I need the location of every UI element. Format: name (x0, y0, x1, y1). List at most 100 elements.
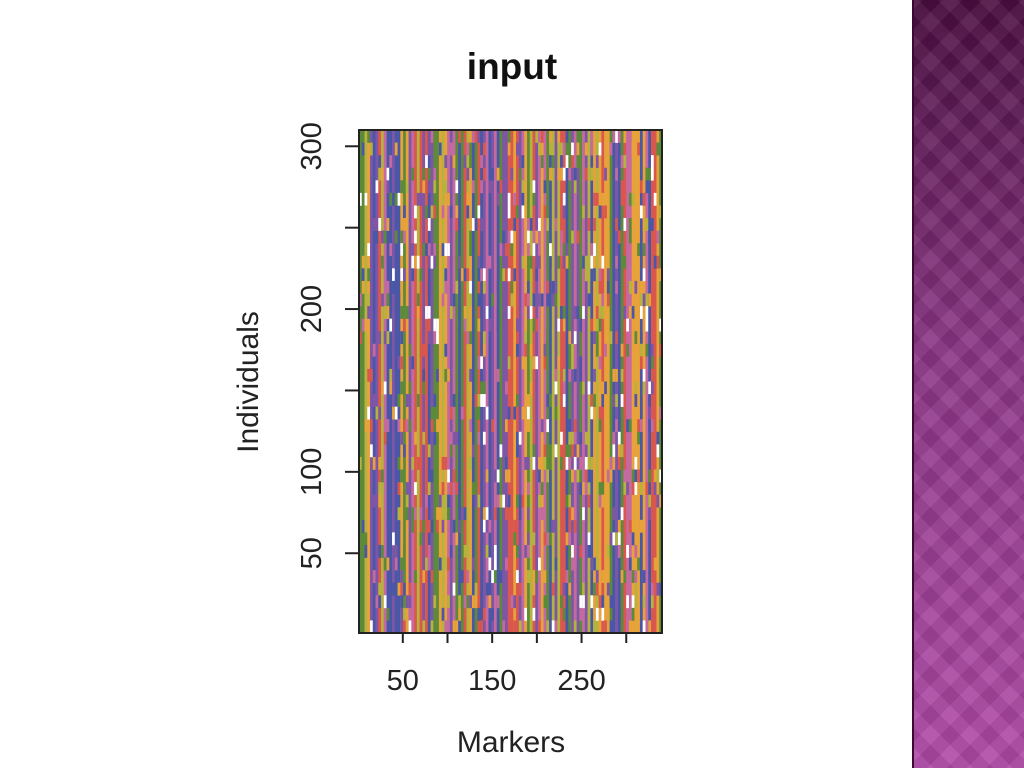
genotype-cell (590, 280, 594, 294)
marker-column (449, 130, 453, 633)
genotype-cell (474, 218, 478, 231)
genotype-cell (620, 368, 624, 382)
genotype-cell (571, 356, 575, 370)
genotype-cell (656, 180, 660, 194)
genotype-cell (617, 444, 621, 458)
genotype-cell (449, 255, 453, 269)
genotype-cell (480, 180, 484, 194)
genotype-cell (400, 243, 404, 257)
marker-column (364, 130, 368, 633)
genotype-cell (604, 394, 608, 407)
genotype-cell (419, 331, 423, 345)
marker-column (411, 130, 415, 633)
genotype-cell (650, 595, 655, 609)
genotype-cell (389, 318, 393, 332)
genotype-cell (383, 306, 387, 319)
genotype-cell (648, 406, 652, 420)
genotype-cell (466, 192, 470, 206)
genotype-cell (477, 255, 481, 269)
marker-column (584, 130, 588, 633)
genotype-cell (425, 482, 429, 495)
genotype-cell (493, 343, 498, 357)
genotype-cell (549, 456, 553, 470)
genotype-cell (364, 532, 368, 546)
genotype-cell (422, 519, 426, 533)
genotype-cell (474, 130, 478, 143)
genotype-cell (372, 130, 376, 143)
genotype-cell (427, 218, 431, 231)
genotype-cell (513, 532, 517, 546)
marker-column (455, 130, 459, 633)
genotype-cell (433, 394, 437, 407)
genotype-cell (549, 142, 553, 156)
genotype-cell (403, 544, 407, 558)
genotype-cell (554, 381, 558, 395)
genotype-cell (546, 394, 550, 407)
marker-column (416, 130, 420, 633)
genotype-cell (617, 544, 621, 558)
genotype-cell (397, 419, 401, 433)
genotype-cell (381, 293, 385, 307)
genotype-cell (419, 507, 423, 521)
genotype-cell (573, 167, 577, 181)
genotype-cell (496, 192, 500, 206)
genotype-cell (540, 155, 544, 169)
genotype-cell (612, 507, 616, 521)
genotype-cell (623, 155, 627, 169)
genotype-cell (557, 318, 561, 332)
genotype-cell (535, 318, 539, 332)
genotype-cell (370, 368, 374, 382)
genotype-cell (639, 343, 644, 357)
genotype-cell (414, 507, 418, 521)
genotype-cell (579, 482, 583, 495)
genotype-cell (463, 268, 467, 282)
genotype-cell (527, 456, 531, 470)
genotype-cell (584, 431, 588, 445)
genotype-cell (471, 218, 475, 231)
genotype-cell (460, 570, 464, 584)
genotype-cell (359, 456, 363, 470)
genotype-cell (650, 381, 655, 395)
genotype-cell (568, 167, 572, 181)
genotype-cell (375, 180, 379, 194)
genotype-cell (527, 482, 531, 495)
genotype-cell (521, 192, 525, 206)
genotype-cell (502, 230, 506, 244)
marker-column (361, 130, 365, 633)
genotype-cell (642, 243, 646, 257)
genotype-cell (527, 293, 531, 307)
genotype-cell (422, 167, 426, 181)
genotype-cell (485, 469, 489, 483)
genotype-cell (631, 570, 635, 584)
genotype-cell (493, 557, 498, 571)
genotype-cell (414, 570, 418, 584)
genotype-cell (623, 456, 627, 470)
genotype-cell (477, 356, 481, 370)
genotype-cell (491, 293, 495, 307)
genotype-cell (653, 343, 657, 357)
genotype-cell (466, 368, 470, 382)
genotype-cell (532, 456, 536, 470)
genotype-cell (452, 469, 456, 483)
genotype-cell (414, 255, 418, 269)
genotype-cell (375, 595, 379, 609)
genotype-cell (601, 306, 605, 319)
genotype-cell (400, 620, 404, 634)
marker-column (516, 130, 520, 633)
genotype-cell (543, 570, 547, 584)
genotype-cell (551, 280, 555, 294)
genotype-cell (571, 230, 575, 244)
genotype-cell (441, 482, 445, 495)
genotype-cell (477, 205, 481, 219)
marker-column (458, 130, 462, 633)
genotype-cell (551, 582, 555, 596)
genotype-cell (397, 482, 401, 495)
genotype-cell (527, 306, 531, 319)
genotype-cell (521, 155, 525, 169)
genotype-cell (372, 218, 376, 231)
genotype-cell (543, 180, 547, 194)
genotype-cell (560, 243, 564, 257)
genotype-cell (469, 306, 473, 319)
genotype-cell (477, 431, 481, 445)
marker-column (546, 130, 550, 633)
